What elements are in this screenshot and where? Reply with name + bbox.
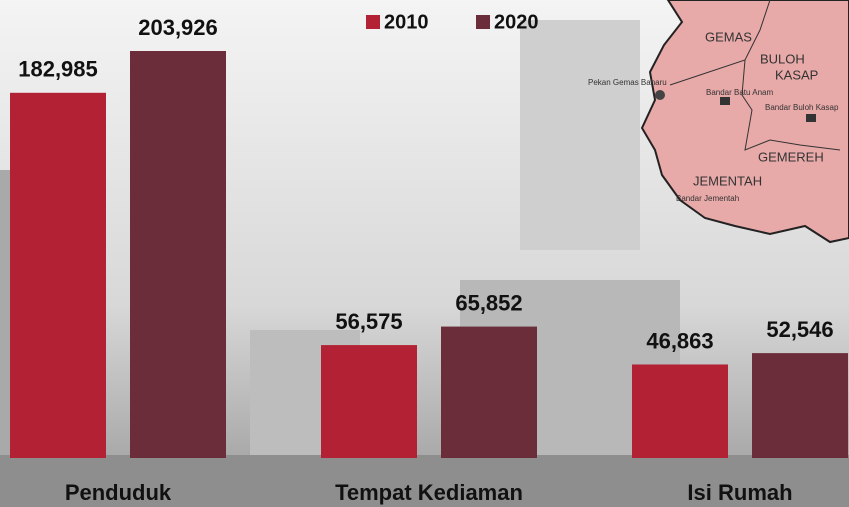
bar	[321, 345, 417, 458]
legend-label: 2020	[494, 11, 539, 33]
value-label: 46,863	[646, 328, 713, 353]
value-label: 182,985	[18, 57, 98, 82]
legend-swatch	[476, 15, 490, 29]
map-label: Pekan Gemas Baharu	[588, 78, 667, 87]
bar	[130, 51, 226, 458]
map-label: KASAP	[775, 67, 818, 82]
value-label: 52,546	[766, 317, 833, 342]
map-label: Bandar Buloh Kasap	[765, 103, 839, 112]
legend-label: 2010	[384, 11, 429, 33]
map-label: Bandar Batu Anam	[706, 88, 773, 97]
value-label: 203,926	[138, 15, 218, 40]
value-label: 65,852	[455, 290, 522, 315]
map-label: GEMAS	[705, 29, 752, 44]
category-label: Penduduk	[65, 480, 172, 505]
map-label: JEMENTAH	[693, 173, 762, 188]
map-label: Bandar Jementah	[676, 194, 739, 203]
map-label: GEMEREH	[758, 149, 824, 164]
map-label: BULOH	[760, 51, 805, 66]
bar	[752, 353, 848, 458]
category-label: Tempat Kediaman	[335, 480, 523, 505]
value-label: 56,575	[335, 309, 402, 334]
category-label: Isi Rumah	[687, 480, 792, 505]
legend-swatch	[366, 15, 380, 29]
bar	[632, 364, 728, 458]
chart: GEMAS BULOH KASAP GEMEREH JEMENTAH Pekan…	[0, 0, 849, 507]
bar	[10, 93, 106, 458]
bar	[441, 327, 537, 458]
